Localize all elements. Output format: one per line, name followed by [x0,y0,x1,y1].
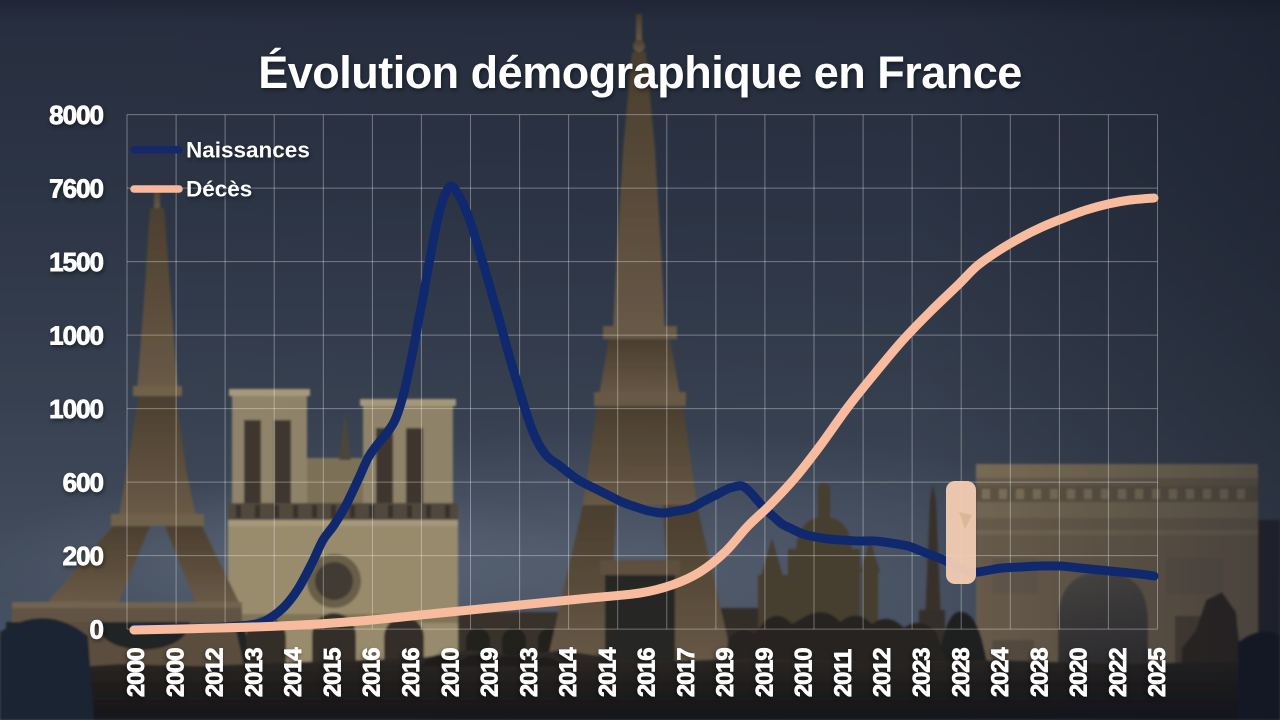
svg-text:200: 200 [63,541,104,571]
svg-text:1500: 1500 [49,247,103,277]
svg-text:7600: 7600 [49,173,103,203]
svg-text:2011: 2011 [831,649,857,697]
svg-text:2017: 2017 [674,648,700,697]
svg-text:2022: 2022 [1106,648,1132,697]
svg-text:2010: 2010 [438,648,464,697]
svg-text:2000: 2000 [163,648,189,697]
svg-text:2015: 2015 [321,648,347,697]
svg-text:2012: 2012 [870,648,896,697]
svg-text:2028: 2028 [1027,648,1053,697]
svg-text:1000: 1000 [49,320,103,350]
svg-text:2024: 2024 [988,648,1014,697]
svg-text:2023: 2023 [910,648,936,697]
svg-text:2014: 2014 [281,648,307,697]
svg-text:8000: 8000 [49,100,103,130]
svg-text:2013: 2013 [517,648,543,697]
svg-text:2010: 2010 [792,648,818,697]
svg-text:2019: 2019 [478,648,504,697]
svg-text:0: 0 [90,614,104,644]
svg-text:2000: 2000 [124,648,150,697]
svg-text:1000: 1000 [49,394,103,424]
svg-text:2016: 2016 [399,648,425,697]
svg-text:2014: 2014 [556,648,582,697]
svg-text:2019: 2019 [713,648,739,697]
svg-text:2028: 2028 [949,648,975,697]
svg-text:2016: 2016 [360,648,386,697]
svg-text:Décès: Décès [186,177,252,202]
svg-text:2025: 2025 [1145,648,1171,697]
svg-text:600: 600 [63,467,104,497]
svg-text:Naissances: Naissances [186,138,310,163]
svg-text:2012: 2012 [203,648,229,697]
svg-text:Évolution démographique en Fra: Évolution démographique en France [258,47,1022,98]
svg-text:2013: 2013 [242,648,268,697]
svg-text:2019: 2019 [752,648,778,697]
svg-text:2016: 2016 [635,648,661,697]
svg-text:2014: 2014 [595,648,621,697]
svg-text:2020: 2020 [1067,648,1093,697]
